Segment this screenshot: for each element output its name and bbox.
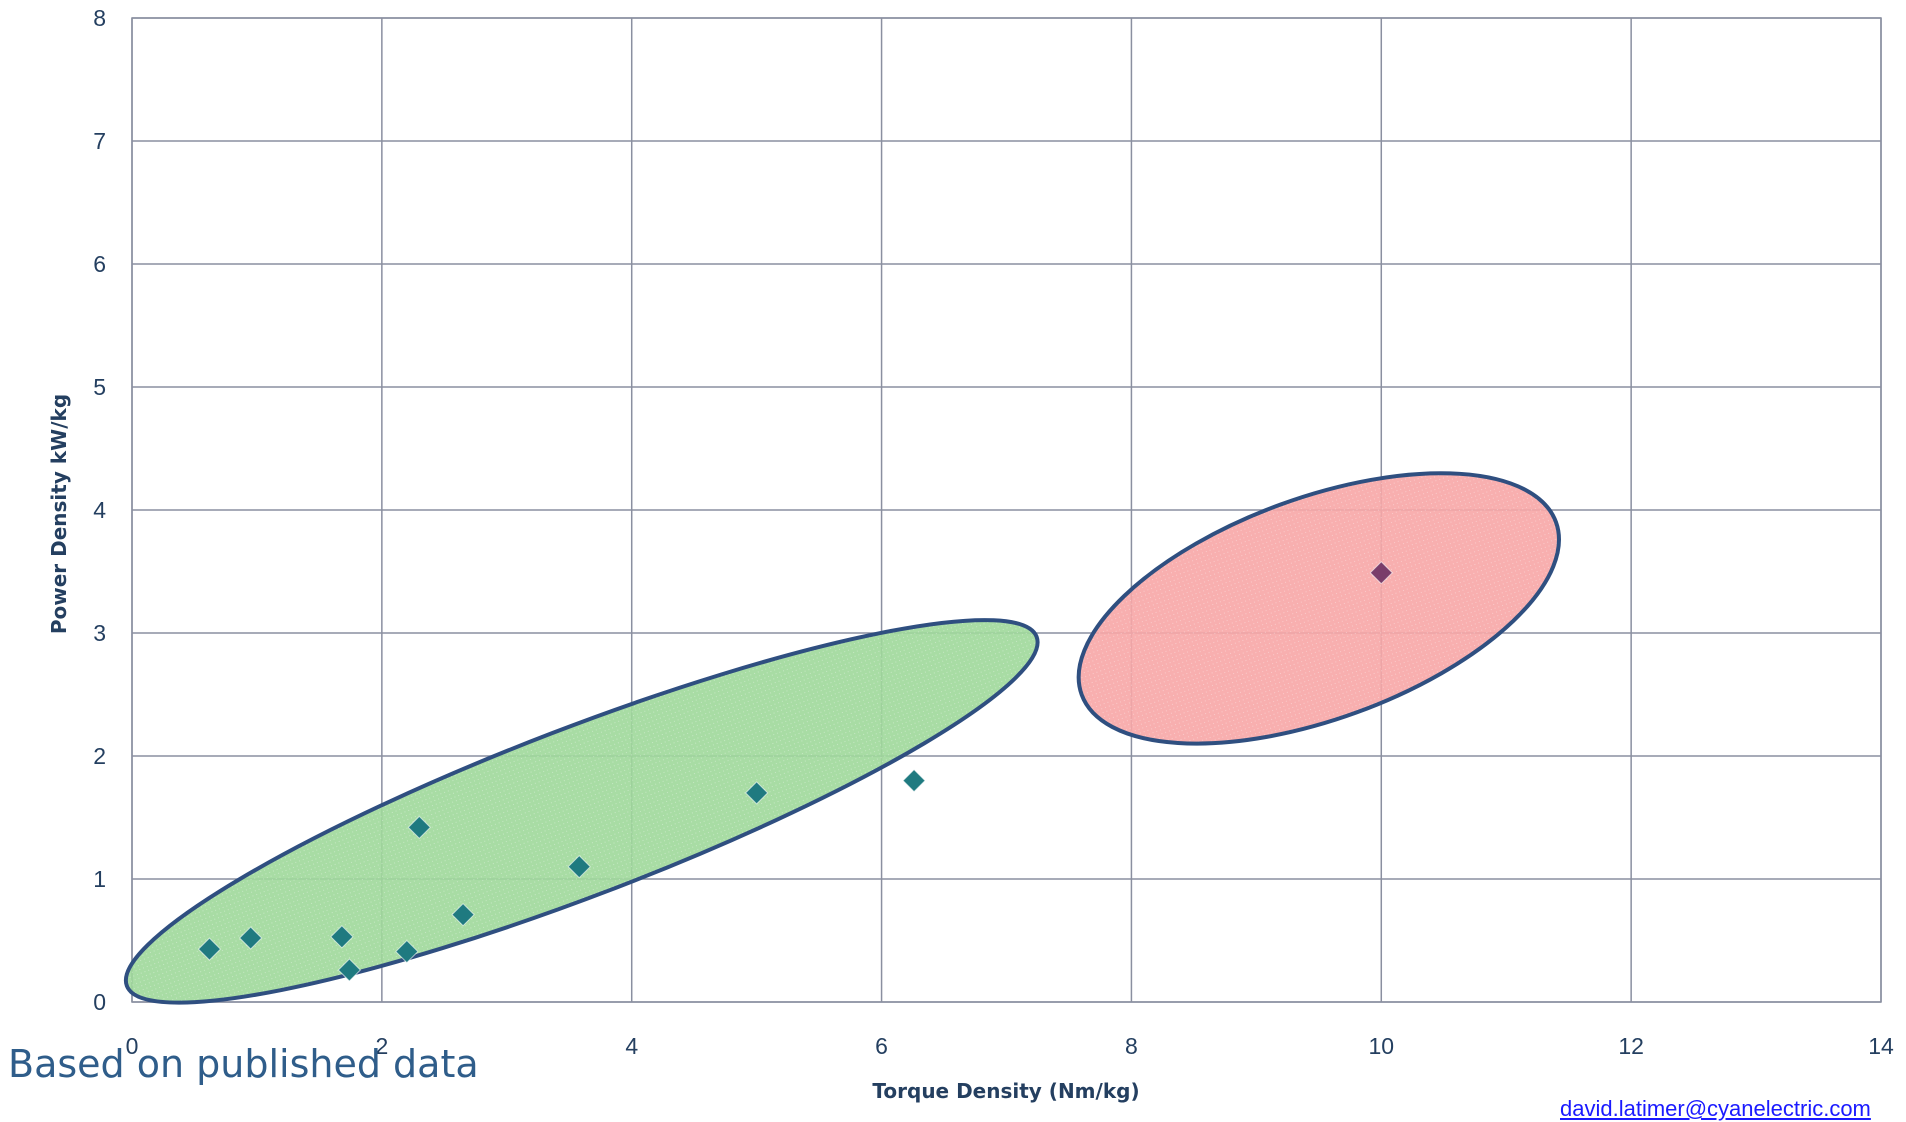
y-tick-label: 4 xyxy=(93,497,106,523)
x-tick-label: 14 xyxy=(1868,1033,1894,1059)
x-tick-label: 0 xyxy=(126,1033,139,1059)
y-tick-label: 5 xyxy=(93,374,106,400)
data-point xyxy=(337,958,362,982)
data-point xyxy=(197,937,222,961)
y-tick-labels: 0 1 2 3 4 5 6 7 8 xyxy=(93,5,106,1015)
data-point xyxy=(395,939,419,964)
y-axis-title: Power Density kW/kg xyxy=(47,394,71,634)
cluster-regions xyxy=(123,471,1561,1005)
data-point xyxy=(902,768,926,793)
x-tick-label: 2 xyxy=(375,1033,388,1059)
y-tick-label: 3 xyxy=(93,620,106,646)
y-tick-label: 8 xyxy=(93,5,106,31)
contact-email-link[interactable]: david.latimer@cyanelectric.com xyxy=(1560,1096,1871,1121)
x-tick-label: 4 xyxy=(625,1033,638,1059)
x-tick-labels: 0 2 4 6 8 10 12 14 xyxy=(126,1033,1894,1059)
x-tick-label: 8 xyxy=(1125,1033,1138,1059)
y-tick-label: 6 xyxy=(93,251,106,277)
x-axis-title: Torque Density (Nm/kg) xyxy=(872,1079,1139,1103)
data-point xyxy=(451,902,475,927)
y-tick-label: 1 xyxy=(93,866,106,892)
data-point xyxy=(567,854,591,879)
cluster-region-outline xyxy=(123,618,1040,1005)
data-point xyxy=(744,781,769,805)
x-tick-label: 12 xyxy=(1618,1033,1644,1059)
y-tick-label: 7 xyxy=(93,128,106,154)
x-tick-label: 6 xyxy=(875,1033,888,1059)
y-tick-label: 0 xyxy=(93,989,106,1015)
data-points xyxy=(197,561,1393,982)
data-point xyxy=(407,815,432,840)
data-point xyxy=(1369,561,1393,585)
footer-note: Based on published data xyxy=(8,1042,479,1086)
cluster-region-outline xyxy=(1076,471,1561,746)
data-point xyxy=(238,926,263,950)
data-point xyxy=(330,925,354,949)
x-tick-label: 10 xyxy=(1368,1033,1394,1059)
y-tick-label: 2 xyxy=(93,743,106,769)
